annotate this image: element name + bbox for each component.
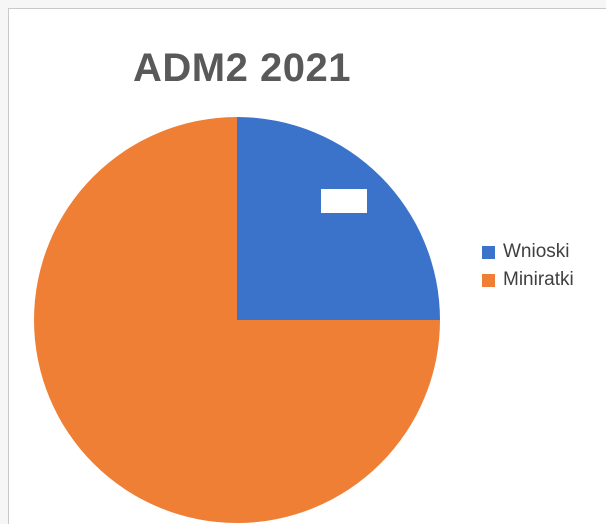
legend-label-miniratki: Miniratki xyxy=(503,269,574,290)
legend-label-wnioski: Wnioski xyxy=(503,241,570,262)
legend-item-wnioski: Wnioski xyxy=(482,238,574,266)
data-label-wnioski xyxy=(320,189,367,214)
pie-slice-miniratki xyxy=(34,117,440,523)
pie-slice-wnioski xyxy=(237,117,440,320)
legend: Wnioski Miniratki xyxy=(482,238,574,294)
chart-title: ADM2 2021 xyxy=(133,46,351,90)
legend-swatch-miniratki xyxy=(482,273,495,287)
data-label-miniratki xyxy=(97,514,144,524)
legend-swatch-wnioski xyxy=(482,245,495,259)
legend-item-miniratki: Miniratki xyxy=(482,266,574,294)
